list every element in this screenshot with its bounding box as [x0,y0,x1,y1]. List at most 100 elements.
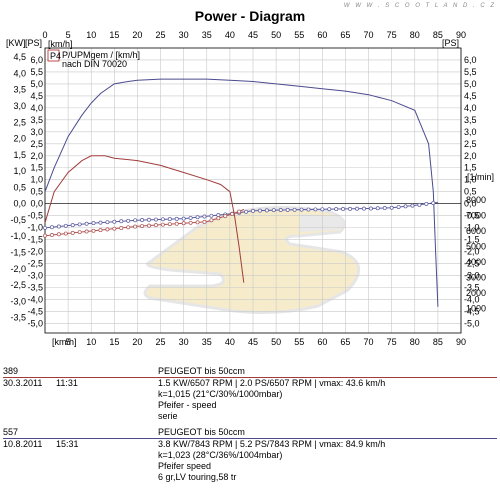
kw-tick-label: 4,0 [13,68,26,78]
series-marker-speed_557 [410,203,415,208]
legend-line-1: P/UPMgem / [km/h] [62,50,140,60]
x-tick-label-top: 25 [156,30,166,40]
x-tick-label-bottom: 30 [179,337,189,347]
page-title: Power - Diagram [194,8,306,24]
run-557-info-rule [155,438,497,439]
ps-tick-label-right: 4,0 [464,103,477,113]
kw-tick-label: -1,5 [10,248,26,258]
ps-tick-label-left: -2,0 [27,247,43,257]
ps-tick-label-right: 3,5 [464,115,477,125]
x-tick-label-top: 20 [132,30,142,40]
ps-tick-label-right: -4,5 [464,306,480,316]
series-marker-speed_557 [126,218,131,223]
series-marker-speed_557 [119,219,124,224]
series-marker-speed_389 [133,224,138,229]
series-marker-speed_389 [126,225,131,230]
ps-tick-label-left: 5,0 [30,79,43,89]
series-marker-speed_557 [91,221,96,226]
kw-tick-label: 2,5 [13,117,26,127]
series-marker-speed_557 [285,207,290,212]
series-marker-speed_557 [389,205,394,210]
series-marker-speed_557 [271,208,276,213]
run-557-id: 557 [3,427,19,437]
ps-tick-label-right: 5,5 [464,67,477,77]
series-marker-speed_557 [396,205,401,210]
series-marker-speed_557 [56,224,61,229]
ps-tick-label-left: 2,5 [30,139,43,149]
x-tick-label-bottom: 45 [248,337,258,347]
run-389-correction: k=1,015 (21°C/30%/1000mbar) [158,389,283,399]
ps-tick-label-left: -3,0 [27,271,43,281]
series-line-power_557 [44,78,439,307]
series-marker-speed_389 [119,226,124,230]
ps-tick-label-right: -3,5 [464,282,480,292]
series-marker-speed_557 [133,218,138,223]
series-marker-speed_557 [160,217,165,222]
ps-tick-label-right: -3,0 [464,271,480,281]
series-marker-speed_389 [216,216,221,221]
x-tick-label-top: 5 [66,30,71,40]
series-marker-speed_557 [251,208,255,213]
y-axis-unit-kw: [KW] [6,38,26,48]
chart-grid [44,48,462,333]
series-marker-speed_557 [140,218,145,222]
legend-line-2: nach DIN 70020 [62,59,127,69]
x-tick-label-top: 70 [364,30,374,40]
ps-tick-label-right: 2,0 [464,151,477,161]
x-tick-label-top: 0 [42,30,47,40]
series-marker-speed_557 [320,207,325,212]
kw-tick-label: -2,5 [10,280,26,290]
rpm-tick-label: 5000 [466,242,486,252]
x-tick-label-bottom: 15 [109,337,119,347]
ps-tick-label-right: 1,0 [464,175,477,185]
x-tick-label-bottom: 65 [340,337,350,347]
series-marker-speed_389 [195,220,200,225]
ps-tick-label-left: -0,5 [27,211,43,221]
series-marker-speed_389 [174,221,179,226]
series-marker-speed_389 [98,228,103,233]
series-marker-speed_557 [84,221,89,226]
x-tick-label-top: 80 [410,30,420,40]
series-marker-speed_557 [257,208,262,213]
run-389-note-2: serie [158,411,178,421]
run-389-note-1: Pfeifer - speed [158,400,217,410]
ps-tick-label-right: 5,0 [464,79,477,89]
rpm-tick-label: 3000 [466,273,486,283]
run-389-vehicle: PEUGEOT bis 50ccm [158,366,245,376]
series-marker-speed_557 [355,206,359,211]
power-chart: 0 5 10 15 20 25 30 35 40 45 50 55 60 65 70 75 80 85 90 5 10 1… [6,30,494,347]
series-marker-speed_389 [237,209,242,214]
run-557-result: 3.8 KW/7843 RPM | 5.2 PS/7843 RPM | vmax… [158,439,386,449]
y-axis-unit-rpm: [1/min] [467,172,494,182]
series-marker-speed_557 [348,206,353,211]
series-marker-speed_557 [375,206,380,211]
series-marker-speed_557 [77,222,82,227]
x-tick-label-top: 15 [109,30,119,40]
run-557-time: 15:31 [56,439,79,449]
ps-tick-label-right: 0,0 [464,199,477,209]
x-tick-label-bottom: 35 [202,337,212,347]
series-marker-speed_389 [209,218,214,223]
ps-tick-label-right: 3,0 [464,127,477,137]
ps-tick-label-left: -4,0 [27,294,43,304]
p4-badge [47,49,60,62]
run-389-id: 389 [3,366,19,376]
ps-tick-label-left: -4,5 [27,306,43,316]
x-tick-label-bottom: 5 [66,337,71,347]
rpm-tick-label: 6000 [466,226,486,236]
x-tick-label-top: 40 [225,30,235,40]
series-marker-speed_557 [306,207,311,212]
ps-tick-label-right: 1,5 [464,163,477,173]
ps-tick-label-left: -5,0 [27,318,43,328]
series-marker-speed_557 [43,225,47,230]
series-marker-speed_557 [278,208,283,212]
series-marker-speed_557 [368,206,373,211]
kw-tick-label: -3,5 [10,313,26,323]
series-marker-speed_389 [202,219,207,224]
series-marker-speed_389 [167,222,172,227]
series-marker-speed_557 [209,213,214,218]
series-marker-speed_389 [56,232,61,237]
x-tick-label-bottom: 25 [156,337,166,347]
rpm-tick-label: 2000 [466,288,486,298]
kw-tick-label: 2,0 [13,134,26,144]
